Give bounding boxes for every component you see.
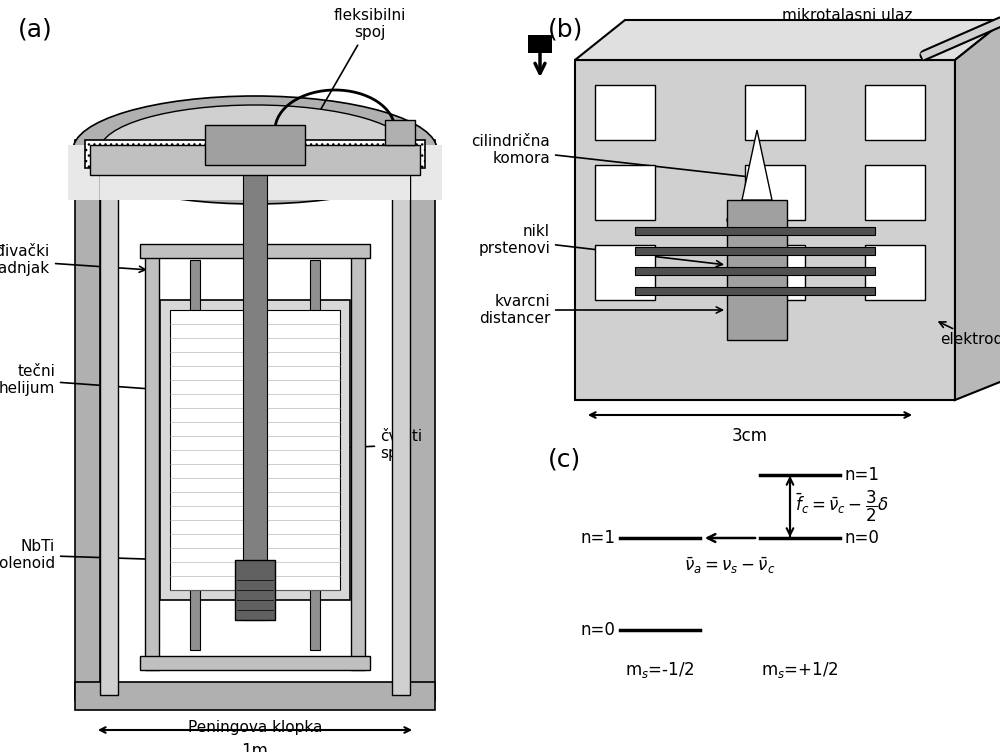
Bar [140,656,370,670]
FancyBboxPatch shape [635,287,875,295]
FancyBboxPatch shape [528,35,552,53]
Text: čvrsti
spoj: čvrsti spoj [300,429,422,461]
Bar [745,85,805,140]
Text: n=1: n=1 [580,529,615,547]
Bar [745,165,805,220]
Text: kvarcni
distancer: kvarcni distancer [479,294,722,326]
Bar [385,120,415,145]
Ellipse shape [727,210,787,230]
Text: NbTi
solenoid: NbTi solenoid [0,538,170,572]
FancyBboxPatch shape [75,140,100,700]
Text: (c): (c) [548,448,581,472]
Bar [90,145,420,175]
Text: m$_s$=-1/2: m$_s$=-1/2 [625,660,695,680]
FancyBboxPatch shape [75,682,435,710]
Text: $\bar{f}_c = \bar{\nu}_c - \dfrac{3}{2}\delta$: $\bar{f}_c = \bar{\nu}_c - \dfrac{3}{2}\… [795,488,889,523]
FancyBboxPatch shape [727,200,787,340]
FancyBboxPatch shape [100,175,118,695]
Bar [595,165,655,220]
Polygon shape [742,130,772,200]
Text: (b): (b) [548,18,583,42]
FancyBboxPatch shape [410,140,435,700]
Text: cilindrična
komora: cilindrična komora [471,134,772,182]
Text: elektrode: elektrode [939,322,1000,347]
Bar [205,125,305,165]
Bar [68,145,442,200]
Bar [235,560,275,620]
Polygon shape [955,20,1000,400]
Text: n=0: n=0 [845,529,880,547]
Text: mikrotalasni ulaz: mikrotalasni ulaz [782,8,912,23]
FancyBboxPatch shape [635,247,875,255]
Bar [865,165,925,220]
Text: B: B [533,14,547,33]
Bar [595,85,655,140]
Bar [160,300,350,600]
FancyBboxPatch shape [190,260,200,650]
Ellipse shape [100,105,410,195]
Polygon shape [575,20,1000,60]
Bar [745,245,805,300]
Text: (a): (a) [18,18,53,42]
FancyBboxPatch shape [310,260,320,650]
FancyBboxPatch shape [575,60,955,400]
Text: n=0: n=0 [580,621,615,639]
Bar [170,310,340,590]
Text: m$_s$=+1/2: m$_s$=+1/2 [761,660,839,680]
FancyBboxPatch shape [635,227,875,235]
Bar [865,245,925,300]
Bar [595,245,655,300]
Text: n=1: n=1 [845,466,880,484]
Text: 1m: 1m [242,742,268,752]
Text: fleksibilni
spoj: fleksibilni spoj [312,8,406,124]
Text: $\bar{\nu}_a = \nu_s - \bar{\nu}_c$: $\bar{\nu}_a = \nu_s - \bar{\nu}_c$ [684,556,776,577]
FancyBboxPatch shape [635,267,875,275]
FancyBboxPatch shape [392,175,410,695]
Bar [85,140,425,168]
FancyBboxPatch shape [145,250,159,670]
Bar [140,244,370,258]
Text: tečni
helijum: tečni helijum [0,364,160,396]
Text: nikl
prstenovi: nikl prstenovi [478,224,722,267]
FancyBboxPatch shape [351,250,365,670]
Bar [865,85,925,140]
Text: Peningova klopka: Peningova klopka [188,720,322,735]
Text: razređivački
hladnjak: razređivački hladnjak [0,244,145,276]
Ellipse shape [73,96,437,204]
Text: 3cm: 3cm [732,427,768,445]
FancyBboxPatch shape [243,130,267,620]
Bar [100,150,410,200]
